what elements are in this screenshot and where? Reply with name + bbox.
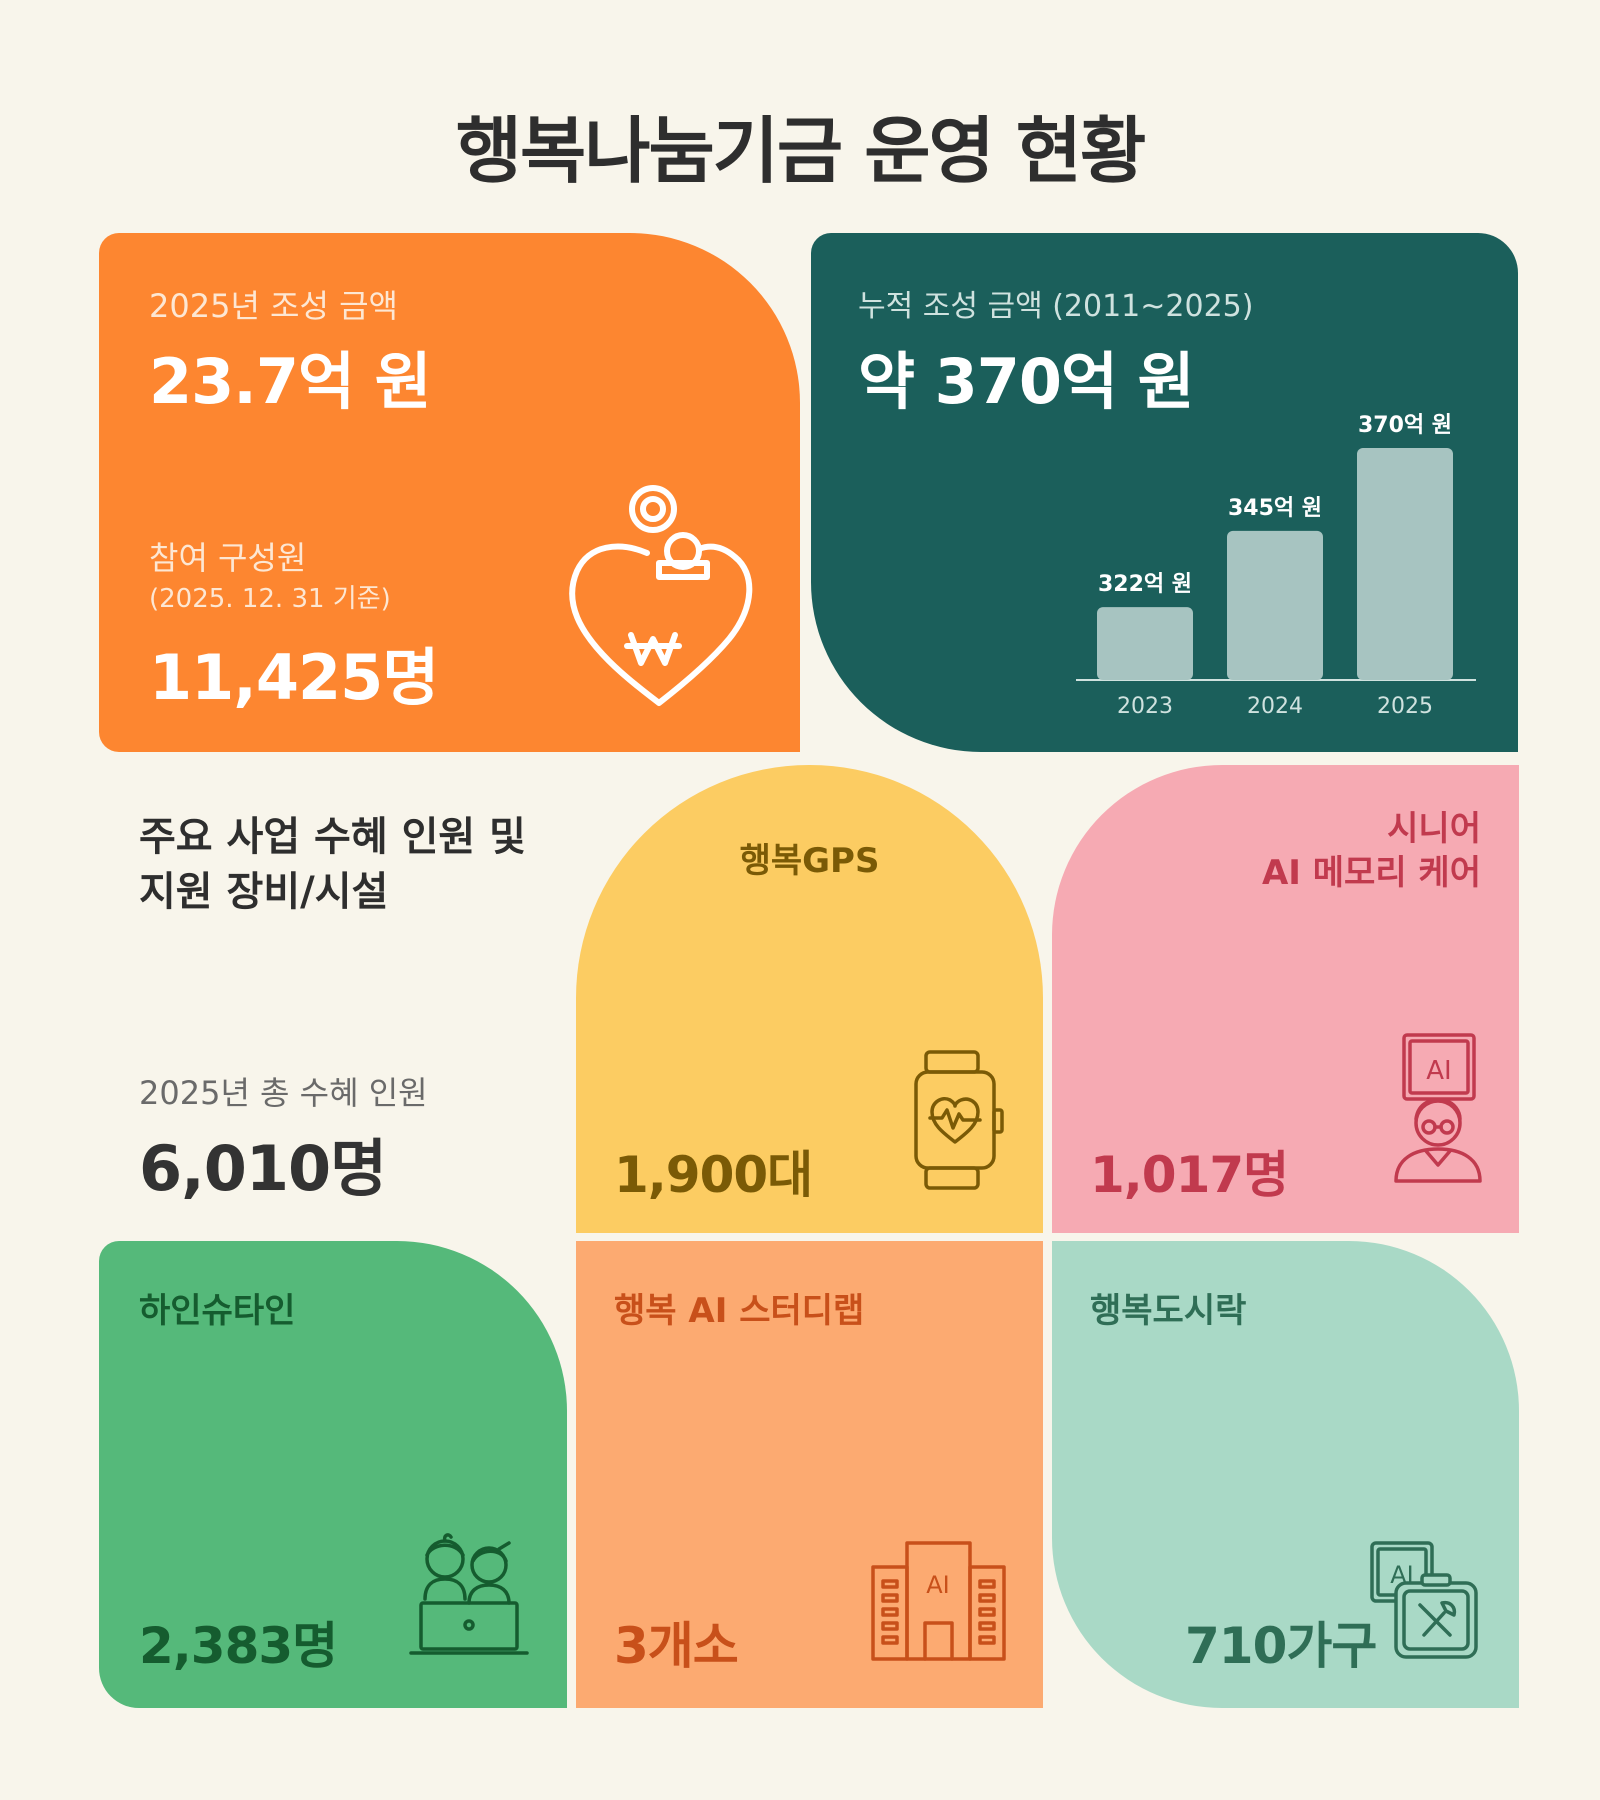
- total-beneficiaries-value: 6,010명: [139, 1132, 387, 1205]
- program-name-senior: 시니어 AI 메모리 케어: [1261, 809, 1481, 893]
- chart-bar-2024: [1227, 530, 1323, 680]
- program-name-gps: 행복GPS: [739, 841, 880, 881]
- program-name-heinstein: 하인슈타인: [139, 1291, 296, 1331]
- program-value-senior: 1,017명: [1090, 1146, 1289, 1204]
- chart-tick-label-2025: 2025: [1377, 694, 1433, 719]
- svg-text:AI: AI: [926, 1571, 950, 1599]
- page-title: 행복나눔기금 운영 현황: [455, 109, 1147, 193]
- smartwatch-heartbeat-icon: [914, 1050, 1004, 1190]
- program-card-gps: 행복GPS 1,900대: [576, 765, 1043, 1233]
- heart-coin-won-icon: [569, 485, 753, 706]
- total-beneficiaries-label: 2025년 총 수혜 인원: [139, 1074, 428, 1112]
- members-count: 11,425명: [149, 641, 439, 714]
- program-value-heinstein: 2,383명: [139, 1617, 338, 1675]
- cumulative-bar-chart: 322억 원 2023 345억 원 2024 370억 원 2025: [1076, 413, 1476, 719]
- chart-bar-2023: [1097, 607, 1193, 680]
- program-name-lunchbox: 행복도시락: [1090, 1291, 1247, 1331]
- chart-data-label-2024: 345억 원: [1228, 496, 1322, 521]
- program-value-lunchbox: 710가구: [1185, 1617, 1377, 1675]
- program-value-studylab: 3개소: [614, 1617, 739, 1675]
- fund-2025-amount: 23.7억 원: [149, 345, 432, 418]
- section-heading-line1: 주요 사업 수혜 인원 및: [139, 814, 526, 860]
- chart-tick-label-2023: 2023: [1117, 694, 1173, 719]
- program-card-senior: 시니어 AI 메모리 케어 1,017명 AI: [1052, 765, 1519, 1233]
- members-date: (2025. 12. 31 기준): [149, 584, 391, 614]
- chart-bar-2025: [1357, 448, 1453, 680]
- svg-text:AI: AI: [1426, 1056, 1451, 1086]
- members-label: 참여 구성원: [149, 539, 307, 577]
- senior-ai-icon: AI: [1394, 1033, 1482, 1183]
- cumulative-amount: 약 370억 원: [858, 345, 1195, 418]
- program-card-lunchbox: 행복도시락 710가구 AI: [1052, 1241, 1519, 1708]
- program-card-heinstein: 하인슈타인 2,383명: [99, 1241, 567, 1708]
- section-heading-line2: 지원 장비/시설: [139, 869, 389, 915]
- chart-data-label-2025: 370억 원: [1358, 413, 1452, 438]
- ai-lunchbox-icon: AI: [1370, 1541, 1478, 1659]
- program-value-gps: 1,900대: [614, 1146, 813, 1204]
- program-name-studylab: 행복 AI 스터디랩: [614, 1291, 865, 1331]
- ai-building-icon: AI: [871, 1541, 1006, 1661]
- children-laptop-icon: [409, 1533, 529, 1655]
- chart-data-label-2023: 322억 원: [1098, 572, 1192, 597]
- cumulative-label: 누적 조성 금액 (2011~2025): [858, 289, 1254, 324]
- cumulative-fund-card: 누적 조성 금액 (2011~2025) 약 370억 원 322억 원 2023…: [811, 233, 1518, 752]
- section-heading: 주요 사업 수혜 인원 및 지원 장비/시설: [139, 810, 526, 920]
- fund-2025-label: 2025년 조성 금액: [149, 287, 398, 325]
- program-card-studylab: 행복 AI 스터디랩 3개소 AI: [576, 1241, 1043, 1708]
- fund-2025-card: 2025년 조성 금액 23.7억 원 참여 구성원 (2025. 12. 31…: [99, 233, 800, 752]
- chart-tick-label-2024: 2024: [1247, 694, 1303, 719]
